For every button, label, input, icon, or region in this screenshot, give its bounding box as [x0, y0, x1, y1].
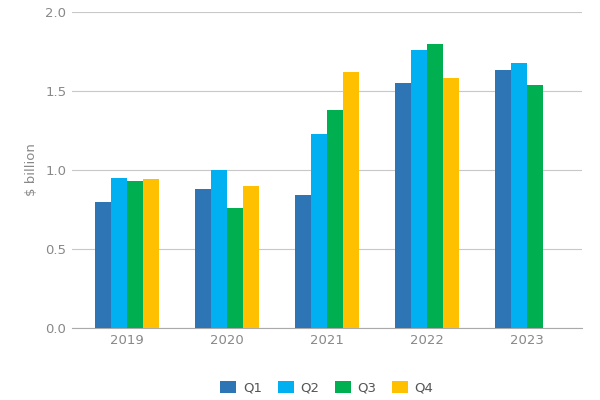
- Bar: [143, 180, 159, 328]
- Bar: [195, 189, 211, 328]
- Bar: [511, 62, 527, 328]
- Bar: [243, 186, 259, 328]
- Y-axis label: $ billion: $ billion: [25, 144, 38, 196]
- Bar: [427, 44, 443, 328]
- Bar: [527, 85, 543, 328]
- Bar: [95, 202, 111, 328]
- Bar: [111, 178, 127, 328]
- Legend: Q1, Q2, Q3, Q4: Q1, Q2, Q3, Q4: [215, 376, 439, 400]
- Bar: [127, 181, 143, 328]
- Bar: [311, 134, 327, 328]
- Bar: [211, 170, 227, 328]
- Bar: [227, 208, 243, 328]
- Bar: [327, 110, 343, 328]
- Bar: [495, 70, 511, 328]
- Bar: [295, 195, 311, 328]
- Bar: [411, 50, 427, 328]
- Bar: [395, 83, 411, 328]
- Bar: [343, 72, 359, 328]
- Bar: [443, 78, 459, 328]
